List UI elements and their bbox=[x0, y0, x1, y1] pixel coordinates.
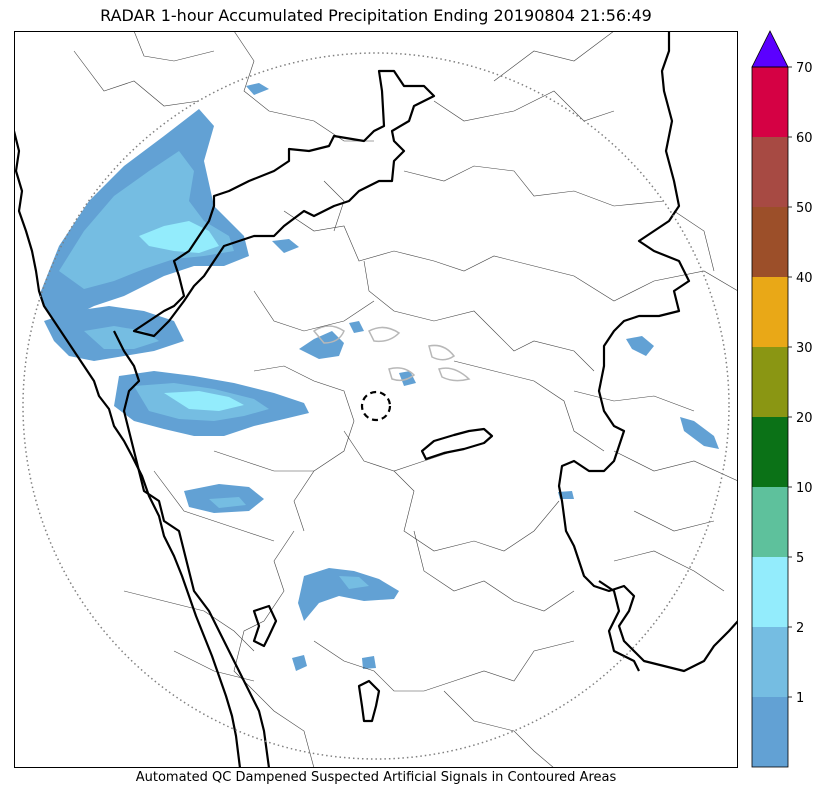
state-border-south-1 bbox=[252, 604, 278, 648]
state-boundaries bbox=[113, 31, 738, 768]
state-border-east bbox=[557, 31, 738, 673]
colorbar: 1 2 5 10 20 30 40 50 60 70 bbox=[751, 30, 813, 768]
colorbar-extend-arrow bbox=[751, 30, 789, 68]
precipitation-layer bbox=[39, 83, 719, 671]
state-border-north bbox=[132, 69, 436, 338]
colorbar-tick-label: 10 bbox=[796, 481, 813, 496]
colorbar-band bbox=[752, 347, 788, 417]
rain-cell-small-1 bbox=[292, 655, 307, 671]
colorbar-tick-label: 30 bbox=[796, 341, 813, 356]
qc-contour-3 bbox=[388, 367, 416, 382]
radar-site-marker bbox=[360, 390, 392, 422]
colorbar-band bbox=[752, 557, 788, 627]
colorbar-ticks: 1 2 5 10 20 30 40 50 60 70 bbox=[788, 61, 813, 706]
colorbar-band bbox=[752, 137, 788, 207]
colorbar-bands bbox=[752, 67, 788, 767]
colorbar-tick-label: 70 bbox=[796, 61, 813, 76]
colorbar-band bbox=[752, 487, 788, 557]
qc-caption: Automated QC Dampened Suspected Artifici… bbox=[135, 770, 617, 785]
colorbar-tick-label: 50 bbox=[796, 201, 813, 216]
state-border-south-2 bbox=[357, 679, 381, 723]
rain-cell-south-mid bbox=[339, 576, 369, 589]
rain-cell-center-3 bbox=[349, 321, 364, 333]
rain-cell-small-3 bbox=[272, 239, 299, 253]
colorbar-tick-label: 1 bbox=[796, 691, 804, 706]
qc-contour-5 bbox=[438, 367, 471, 382]
colorbar-band bbox=[752, 277, 788, 347]
rain-cell-south-west-mid bbox=[209, 497, 246, 508]
rain-area-west-arc-core bbox=[139, 221, 219, 253]
coastline bbox=[14, 130, 242, 768]
district-boundaries bbox=[73, 31, 738, 768]
state-border-east-loop bbox=[598, 580, 640, 672]
state-border-west-inner bbox=[113, 330, 271, 768]
rain-area-central-band-core bbox=[164, 391, 244, 411]
qc-contour-1 bbox=[312, 325, 345, 344]
colorbar-band bbox=[752, 697, 788, 767]
radar-map bbox=[14, 31, 738, 768]
colorbar-tick-label: 2 bbox=[796, 621, 804, 636]
state-border-enclave bbox=[420, 427, 494, 461]
qc-contour-2 bbox=[368, 326, 401, 343]
rain-cell-east-2 bbox=[680, 417, 719, 449]
rain-cell-center bbox=[299, 331, 344, 359]
colorbar-tick-label: 5 bbox=[796, 551, 804, 566]
map-frame bbox=[14, 31, 738, 768]
colorbar-band bbox=[752, 417, 788, 487]
chart-title: RADAR 1-hour Accumulated Precipitation E… bbox=[100, 6, 652, 25]
rain-cell-small-2 bbox=[362, 656, 376, 669]
colorbar-tick-label: 20 bbox=[796, 411, 813, 426]
qc-contour-4 bbox=[428, 344, 456, 361]
rain-cell-north bbox=[246, 83, 269, 95]
rain-cell-south bbox=[298, 568, 399, 621]
colorbar-band bbox=[752, 67, 788, 137]
colorbar-band bbox=[752, 207, 788, 277]
colorbar-tick-label: 40 bbox=[796, 271, 813, 286]
colorbar-tick-label: 60 bbox=[796, 131, 813, 146]
rain-cell-east-1 bbox=[626, 336, 654, 356]
colorbar-band bbox=[752, 627, 788, 697]
radar-range-ring bbox=[22, 52, 730, 760]
rain-area-west-arc-mid bbox=[59, 151, 234, 289]
qc-contour-layer bbox=[312, 325, 471, 382]
